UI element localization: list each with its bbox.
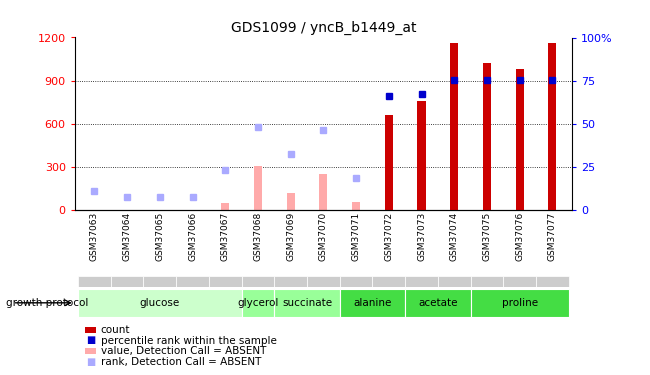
Bar (471, 289, 569, 317)
Text: proline: proline (502, 298, 538, 308)
Bar (536, 276, 569, 287)
Bar (111, 276, 144, 287)
Bar (254, 166, 262, 210)
Bar (221, 203, 229, 210)
Bar (242, 276, 274, 287)
Bar (372, 276, 405, 287)
Bar (274, 276, 307, 287)
Bar (405, 289, 471, 317)
Bar (319, 174, 328, 210)
Text: glucose: glucose (140, 298, 180, 308)
Bar (503, 276, 536, 287)
Bar (242, 289, 274, 317)
Title: GDS1099 / yncB_b1449_at: GDS1099 / yncB_b1449_at (231, 21, 416, 35)
Bar (385, 115, 393, 210)
Bar (438, 276, 471, 287)
Text: alanine: alanine (353, 298, 392, 308)
Bar (307, 276, 340, 287)
Bar (176, 276, 209, 287)
Text: ■: ■ (86, 336, 95, 345)
Bar (340, 289, 405, 317)
Text: ■: ■ (86, 357, 95, 366)
Bar (274, 289, 340, 317)
Bar (352, 202, 360, 210)
Text: percentile rank within the sample: percentile rank within the sample (101, 336, 277, 345)
Text: value, Detection Call = ABSENT: value, Detection Call = ABSENT (101, 346, 266, 356)
Text: glycerol: glycerol (237, 298, 279, 308)
Text: rank, Detection Call = ABSENT: rank, Detection Call = ABSENT (101, 357, 261, 366)
Text: count: count (101, 325, 130, 335)
Text: succinate: succinate (282, 298, 332, 308)
Bar (78, 276, 111, 287)
Bar (483, 63, 491, 210)
Text: acetate: acetate (418, 298, 458, 308)
Text: growth protocol: growth protocol (6, 298, 89, 308)
Bar (209, 276, 242, 287)
Bar (405, 276, 438, 287)
Bar (549, 43, 556, 210)
Bar (287, 193, 294, 210)
Bar (144, 276, 176, 287)
Bar (340, 276, 372, 287)
Bar (417, 101, 426, 210)
Bar (515, 69, 524, 210)
Bar (450, 43, 458, 210)
Bar (471, 276, 503, 287)
Bar (78, 289, 242, 317)
